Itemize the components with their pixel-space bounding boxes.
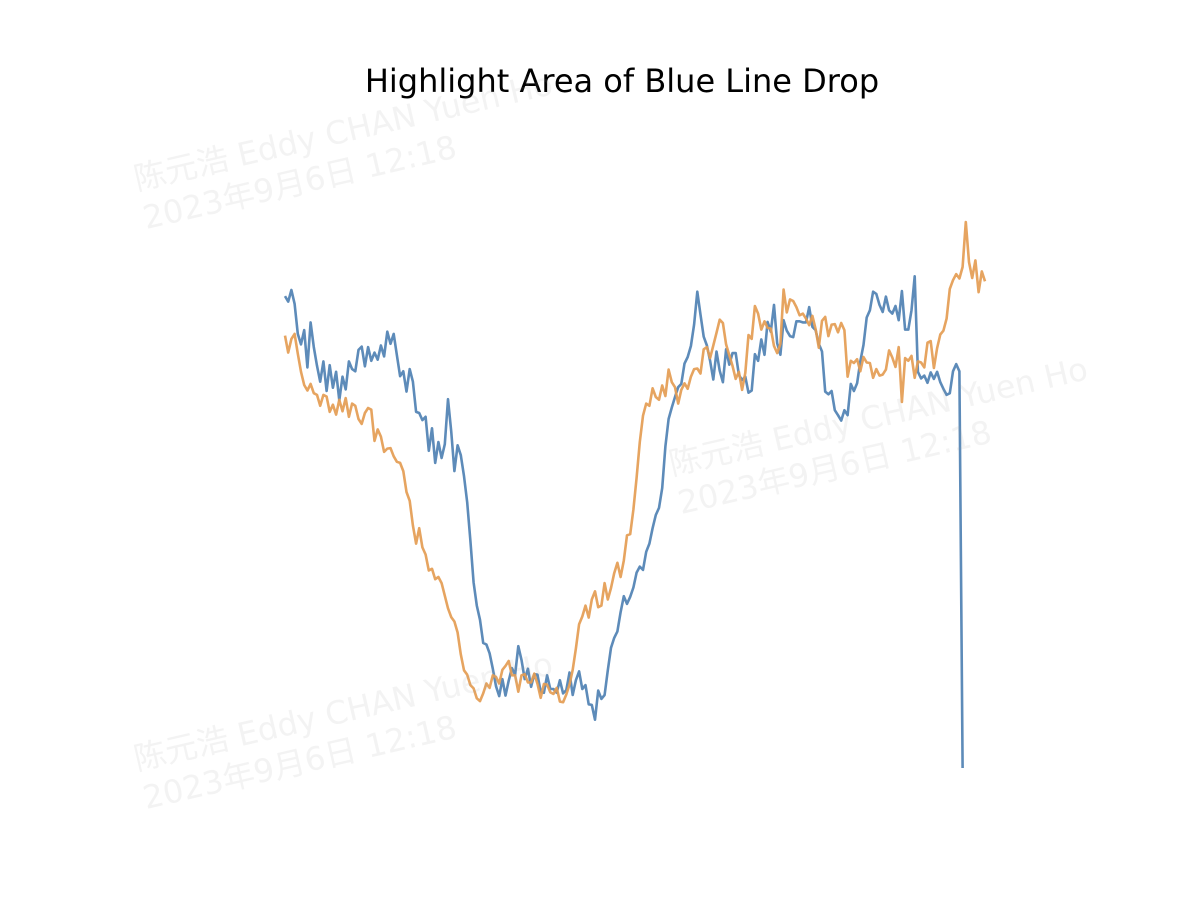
series-line-2 [283,220,987,704]
chart-title: Highlight Area of Blue Line Drop [364,62,880,100]
series-layer [283,220,987,769]
series-line-1 [283,274,964,769]
